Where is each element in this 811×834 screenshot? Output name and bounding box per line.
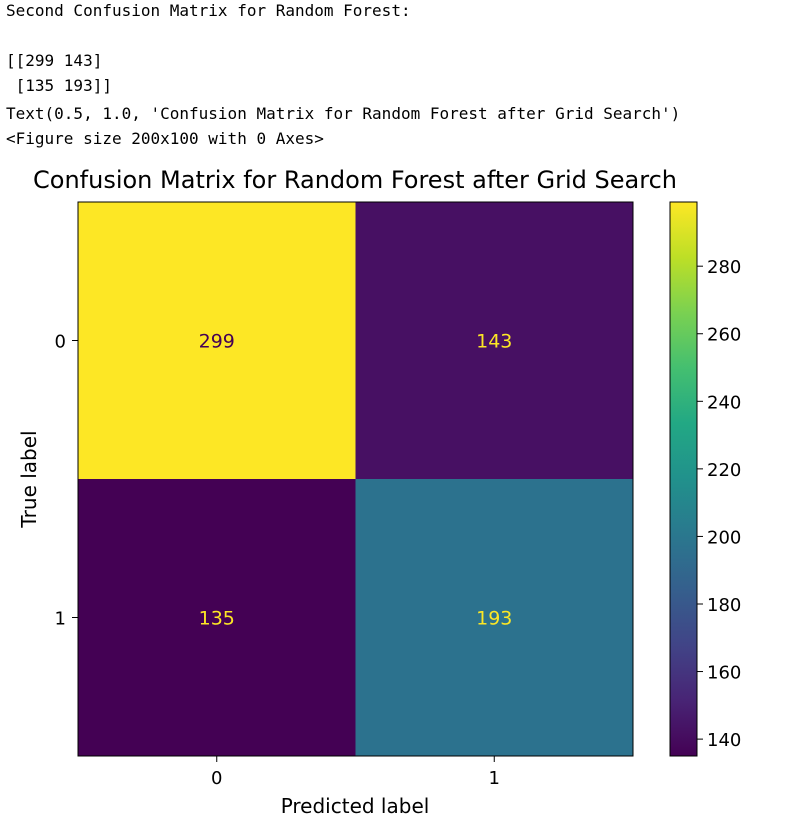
console-line-4: [135 193]] [6,76,112,95]
colorbar-tick-label: 200 [707,527,741,548]
y-tick-label: 0 [55,332,66,353]
heatmap-cell [78,202,356,479]
chart-title: Confusion Matrix for Random Forest after… [33,166,677,194]
cell-value-label: 143 [476,331,512,353]
heatmap-cell [78,479,356,756]
heatmap-cells [78,202,633,756]
cell-value-label: 193 [476,608,512,630]
x-axis-label: Predicted label [281,794,430,818]
y-axis-ticks: 01 [55,332,78,630]
colorbar [669,201,698,757]
console-line-1: Second Confusion Matrix for Random Fores… [6,1,411,20]
console-line-6: <Figure size 200x100 with 0 Axes> [6,129,324,148]
colorbar-tick-label: 260 [707,325,741,346]
colorbar-tick-label: 140 [707,730,741,751]
colorbar-ticks: 140 160 180 200 220 240 260 280 [697,257,741,751]
plot-frame [77,201,634,757]
x-tick-label: 0 [211,768,222,789]
console-line-3: [[299 143] [6,51,103,70]
colorbar-tick-label: 220 [707,460,741,481]
colorbar-tick-label: 280 [707,257,741,278]
console-line-5: Text(0.5, 1.0, 'Confusion Matrix for Ran… [6,104,681,123]
heatmap-cell-labels: 299 143 135 193 [199,331,513,630]
heatmap-cell [355,202,633,479]
colorbar-tick-label: 240 [707,392,741,413]
heatmap-cell [355,479,633,756]
y-tick-label: 1 [55,609,66,630]
y-axis-label: True label [17,430,41,528]
colorbar-tick-label: 160 [707,663,741,684]
x-tick-label: 1 [489,768,500,789]
cell-value-label: 299 [199,331,235,353]
colorbar-tick-label: 180 [707,595,741,616]
cell-value-label: 135 [199,608,235,630]
